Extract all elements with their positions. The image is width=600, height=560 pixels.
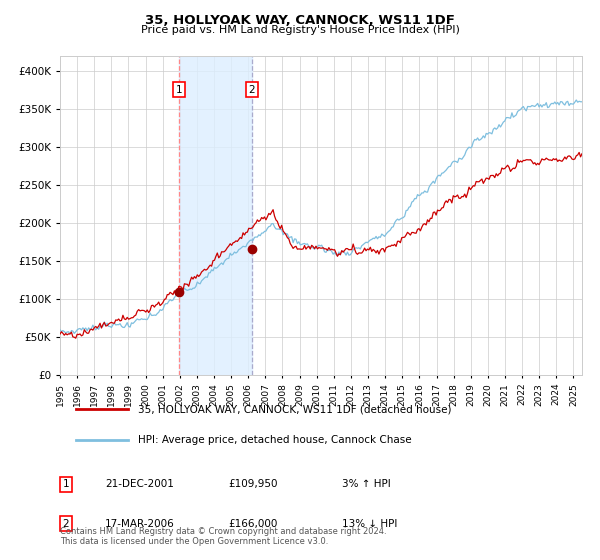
Text: HPI: Average price, detached house, Cannock Chase: HPI: Average price, detached house, Cann…	[139, 435, 412, 445]
Text: 3% ↑ HPI: 3% ↑ HPI	[342, 479, 391, 489]
Text: 17-MAR-2006: 17-MAR-2006	[105, 519, 175, 529]
Bar	[179, 56, 252, 375]
Text: 1: 1	[176, 85, 182, 95]
Text: £166,000: £166,000	[228, 519, 277, 529]
Text: Contains HM Land Registry data © Crown copyright and database right 2024.
This d: Contains HM Land Registry data © Crown c…	[60, 526, 386, 546]
Text: 2: 2	[248, 85, 255, 95]
Text: Price paid vs. HM Land Registry's House Price Index (HPI): Price paid vs. HM Land Registry's House …	[140, 25, 460, 35]
Text: 13% ↓ HPI: 13% ↓ HPI	[342, 519, 397, 529]
Text: 1: 1	[62, 479, 70, 489]
Text: 35, HOLLYOAK WAY, CANNOCK, WS11 1DF: 35, HOLLYOAK WAY, CANNOCK, WS11 1DF	[145, 14, 455, 27]
Text: 21-DEC-2001: 21-DEC-2001	[105, 479, 174, 489]
Text: £109,950: £109,950	[228, 479, 277, 489]
Text: 2: 2	[62, 519, 70, 529]
Text: 35, HOLLYOAK WAY, CANNOCK, WS11 1DF (detached house): 35, HOLLYOAK WAY, CANNOCK, WS11 1DF (det…	[139, 404, 452, 414]
